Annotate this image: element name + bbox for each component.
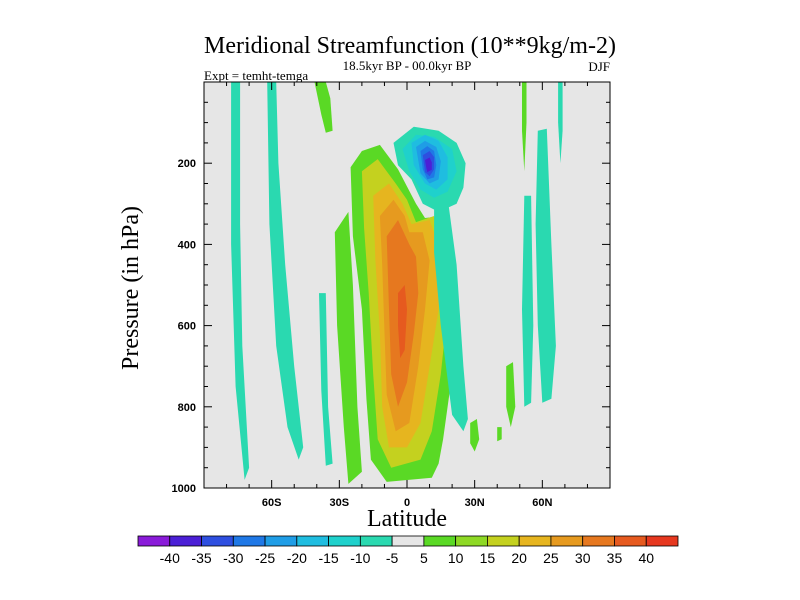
colorbar-swatch [232, 535, 266, 547]
contour-sh-teal-sliver [319, 293, 333, 466]
x-axis-ticks: 60S 30S 0 30N 60N [226, 82, 588, 509]
colorbar-label: 10 [448, 550, 464, 566]
contour-nh-teal-thin-east [558, 82, 563, 164]
plot-area: 60S 30S 0 30N 60N 200 400 600 800 1000 [172, 81, 611, 509]
contour-nh-green-band-upper [522, 82, 527, 172]
contour-nh-green-dot [497, 427, 502, 442]
colorbar-label: -25 [255, 550, 275, 566]
colorbar-label: -30 [223, 550, 243, 566]
y-tick-label: 400 [178, 239, 196, 251]
colorbar-swatch [359, 535, 393, 547]
colorbar-label: 25 [543, 550, 559, 566]
contour-nh-green-blob [470, 419, 480, 452]
colorbar-label: -35 [191, 550, 211, 566]
contour-sh-midlat-green-band [334, 211, 362, 484]
x-tick-label: 60S [262, 497, 282, 509]
colorbar-swatch [455, 535, 488, 547]
colorbar-label: -10 [350, 550, 370, 566]
chart-subtitle: 18.5kyr BP - 00.0kyr BP [343, 58, 472, 73]
contour-nh-green-band-mid [506, 362, 516, 428]
colorbar-swatch [137, 535, 171, 547]
contour-sh-far-teal-band [231, 82, 250, 480]
colorbar-label: -20 [287, 550, 307, 566]
colorbar-swatch [201, 535, 234, 547]
colorbar-swatch [423, 535, 457, 547]
colorbar-swatch [518, 535, 552, 547]
y-tick-label: 600 [178, 321, 196, 333]
y-tick-label: 1000 [172, 483, 196, 495]
colorbar-label: 35 [607, 550, 623, 566]
y-tick-label: 200 [178, 158, 196, 170]
chart-title: Meridional Streamfunction (10**9kg/m-2) [204, 33, 616, 59]
colorbar-swatch [264, 535, 298, 547]
colorbar-swatch [169, 535, 202, 547]
colorbar-label: 40 [638, 550, 654, 566]
y-axis-label: Pressure (in hPa) [118, 206, 144, 370]
colorbar-label: 30 [575, 550, 591, 566]
contour-nh-teal-band-east [535, 128, 556, 403]
x-tick-label: 30N [465, 497, 485, 509]
colorbar-swatch [328, 535, 361, 547]
contour-tropical-cell-core [398, 285, 407, 359]
contour-nh-teal-band [434, 197, 468, 432]
colorbar: -40 -35 -30 -25 -20 -15 -10 -5 5 10 15 20 25 30 35 40 [137, 535, 679, 566]
contour-nh-teal-mid-east [522, 195, 534, 407]
contour-layer [231, 82, 563, 484]
contour-upper-cell-indigo [425, 157, 432, 173]
colorbar-label: -5 [386, 550, 399, 566]
season-label: DJF [588, 59, 610, 74]
y-axis-ticks: 200 400 600 800 1000 [172, 101, 610, 495]
colorbar-swatch [550, 535, 584, 547]
colorbar-swatch [645, 535, 679, 547]
x-tick-label: 60N [532, 497, 552, 509]
colorbar-label: 5 [420, 550, 428, 566]
y-tick-label: 800 [178, 402, 196, 414]
x-tick-label: 0 [404, 497, 410, 509]
contour-sh-high-green-band [314, 82, 333, 133]
colorbar-swatch [614, 535, 647, 547]
x-tick-label: 30S [330, 497, 350, 509]
colorbar-swatch [296, 535, 329, 547]
x-axis-label: Latitude [367, 506, 447, 532]
experiment-label: Expt = temht-temga [204, 68, 308, 83]
contour-nh-teal-small [540, 155, 545, 180]
colorbar-swatch [487, 535, 520, 547]
colorbar-label: -15 [318, 550, 338, 566]
colorbar-label: 15 [480, 550, 496, 566]
colorbar-label: 20 [511, 550, 527, 566]
colorbar-swatch [391, 535, 425, 547]
contour-sh-polar-teal-band [267, 82, 304, 460]
colorbar-label: -40 [160, 550, 180, 566]
colorbar-swatch [582, 535, 615, 547]
